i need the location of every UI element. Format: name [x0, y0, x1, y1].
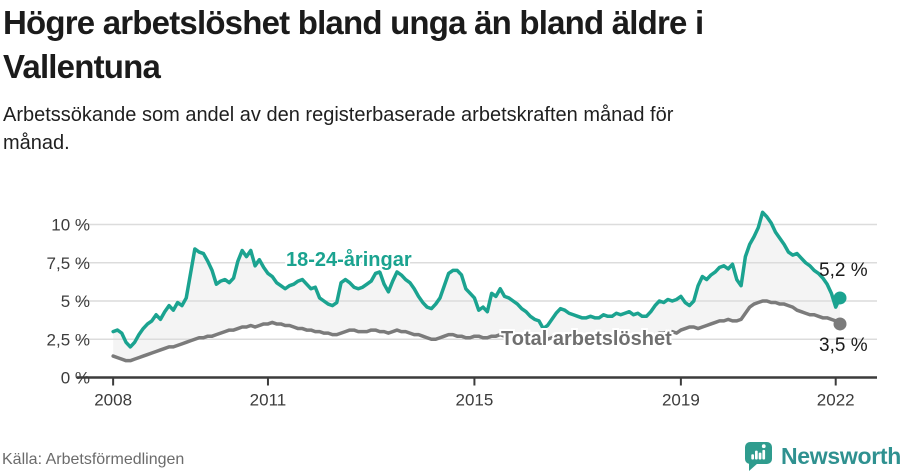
newsworthy-logo-icon	[745, 442, 772, 471]
y-axis-label: 10 %	[51, 216, 90, 235]
x-axis-label: 2015	[456, 391, 494, 410]
series-label-total: Total arbetslöshet	[501, 328, 672, 350]
band-fill	[113, 212, 841, 361]
chart-subtitle-line-1: Arbetssökande som andel av den registerb…	[3, 104, 674, 126]
series-label-youth: 18-24-åringar	[286, 249, 412, 271]
end-dot-total	[833, 317, 847, 331]
chart-subtitle: Arbetssökande som andel av den registerb…	[3, 101, 893, 157]
x-axis-label: 2011	[250, 391, 287, 410]
x-axis-label: 2022	[817, 391, 855, 410]
x-axis-label: 2019	[662, 391, 700, 410]
y-axis-label: 0 %	[61, 369, 90, 388]
end-value-label-total: 3,5 %	[819, 335, 868, 356]
end-value-label-youth: 5,2 %	[819, 260, 868, 281]
page-title: Högre arbetslöshet bland unga än bland ä…	[3, 1, 893, 89]
y-axis-label: 5 %	[61, 292, 90, 311]
end-dot-youth	[833, 291, 847, 305]
x-axis-label: 2008	[94, 391, 132, 410]
y-axis-label: 2,5 %	[47, 330, 90, 349]
page-title-line-2: Vallentuna	[3, 48, 161, 85]
source-note: Källa: Arbetsförmedlingen	[2, 451, 185, 468]
chart-subtitle-line-2: månad.	[3, 132, 70, 154]
series-line-total	[111, 299, 842, 363]
y-axis-label: 7,5 %	[47, 254, 90, 273]
newsworthy-logo: Newsworthy	[744, 441, 900, 473]
series-line-youth	[111, 210, 842, 349]
newsworthy-logo-text: Newsworthy	[781, 443, 900, 469]
page-title-line-1: Högre arbetslöshet bland unga än bland ä…	[3, 4, 704, 41]
